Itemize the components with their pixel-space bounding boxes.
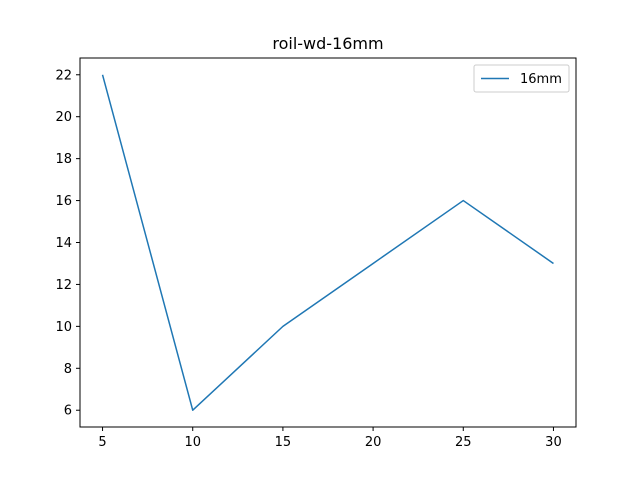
y-tick-label: 10 — [55, 320, 72, 335]
y-tick-label: 6 — [64, 404, 72, 419]
x-tick-label: 5 — [98, 435, 106, 450]
x-tick-label: 10 — [184, 435, 201, 450]
y-tick-label: 18 — [55, 152, 72, 167]
y-axis: 6 8 10 12 14 16 18 20 22 — [55, 68, 80, 419]
x-tick-label: 20 — [365, 435, 382, 450]
chart-title: roil-wd-16mm — [272, 34, 383, 53]
x-tick-label: 30 — [545, 435, 562, 450]
legend: 16mm — [473, 64, 570, 93]
series-line — [101, 74, 554, 411]
y-tick-label: 12 — [55, 278, 72, 293]
x-axis: 5 10 15 20 25 30 — [98, 427, 562, 450]
plot-area — [80, 58, 576, 427]
legend-label: 16mm — [520, 72, 562, 87]
legend-box — [473, 64, 570, 93]
y-tick-label: 20 — [55, 110, 72, 125]
series-layer — [101, 74, 554, 411]
y-tick-label: 8 — [64, 362, 72, 377]
x-tick-label: 15 — [275, 435, 292, 450]
plot-frame — [79, 57, 577, 428]
y-tick-label: 16 — [55, 194, 72, 209]
y-tick-label: 22 — [55, 68, 72, 83]
x-tick-label: 25 — [455, 435, 472, 450]
y-tick-label: 14 — [55, 236, 72, 251]
